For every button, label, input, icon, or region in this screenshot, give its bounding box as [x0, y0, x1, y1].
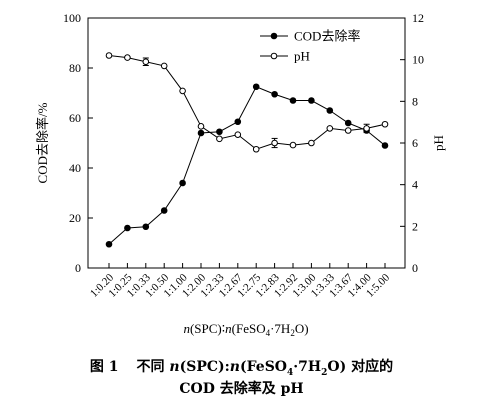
- right-y-tick-label: 2: [412, 219, 418, 233]
- data-point: [197, 123, 205, 130]
- data-point: [381, 120, 389, 128]
- plot-frame: [87, 17, 406, 269]
- data-point: [142, 58, 150, 66]
- right-y-tick-label: 8: [412, 94, 418, 108]
- legend-marker: [270, 52, 278, 60]
- right-y-tick-label: 0: [412, 261, 418, 275]
- legend-label: pH: [294, 49, 310, 64]
- data-point: [216, 128, 223, 136]
- data-point: [344, 119, 352, 127]
- data-point: [124, 54, 131, 61]
- data-point: [160, 207, 168, 214]
- data-point: [289, 141, 297, 149]
- legend: COD去除率 pH: [260, 29, 360, 64]
- data-point: [124, 224, 131, 232]
- data-point: [381, 142, 389, 149]
- x-axis-label: n(SPC)∶n(FeSO4·7H2O): [183, 321, 308, 338]
- data-point: [252, 145, 260, 153]
- x-axis: 1:0.201:0.251:0.331:0.501:1.001:2.001:2.…: [88, 263, 392, 300]
- left-y-tick-label: 0: [75, 261, 81, 275]
- left-y-tick-label: 40: [69, 161, 81, 175]
- right-y-tick-label: 4: [412, 178, 418, 192]
- legend-label: COD去除率: [294, 29, 360, 44]
- data-point: [142, 223, 150, 231]
- left-y-axis: 0 20 40 60 80 100: [63, 11, 93, 275]
- data-point: [344, 127, 352, 134]
- left-y-tick-label: 80: [69, 61, 81, 75]
- data-point: [326, 125, 334, 132]
- figure-caption-line-2: COD 去除率及 pH: [179, 381, 304, 397]
- right-y-tick-label: 10: [412, 53, 424, 67]
- data-point: [308, 97, 315, 104]
- series-line: [108, 55, 386, 150]
- left-y-tick-label: 20: [69, 211, 81, 225]
- data-point: [179, 179, 186, 187]
- data-point: [326, 107, 334, 114]
- data-point: [252, 83, 260, 91]
- right-y-tick-label: 6: [412, 136, 418, 150]
- legend-marker: [270, 32, 278, 40]
- data-point: [160, 62, 168, 70]
- data-point: [234, 118, 242, 126]
- data-point: [179, 87, 186, 95]
- left-y-tick-label: 100: [63, 11, 81, 25]
- data-point: [234, 131, 242, 138]
- data-point: [105, 240, 113, 248]
- series-line: [108, 86, 386, 245]
- right-y-axis: 0 2 4 6 8 10 12: [400, 11, 424, 275]
- series-layer: [105, 52, 389, 248]
- data-point: [197, 129, 205, 137]
- left-y-axis-label: COD去除率/%: [35, 102, 50, 183]
- data-point: [216, 135, 223, 143]
- data-point: [363, 125, 370, 132]
- data-point: [289, 97, 297, 104]
- left-y-tick-label: 60: [69, 111, 81, 125]
- data-point: [271, 139, 278, 147]
- data-point: [105, 52, 113, 59]
- figure-number: 图 1: [89, 359, 119, 375]
- data-point: [308, 139, 315, 147]
- right-y-tick-label: 12: [412, 11, 424, 25]
- data-point: [271, 90, 278, 98]
- figure-caption-line-1: 图 1 不同 n(SPC):n(FeSO4·7H2O) 对应的: [89, 359, 394, 378]
- right-y-axis-label: pH: [431, 135, 446, 151]
